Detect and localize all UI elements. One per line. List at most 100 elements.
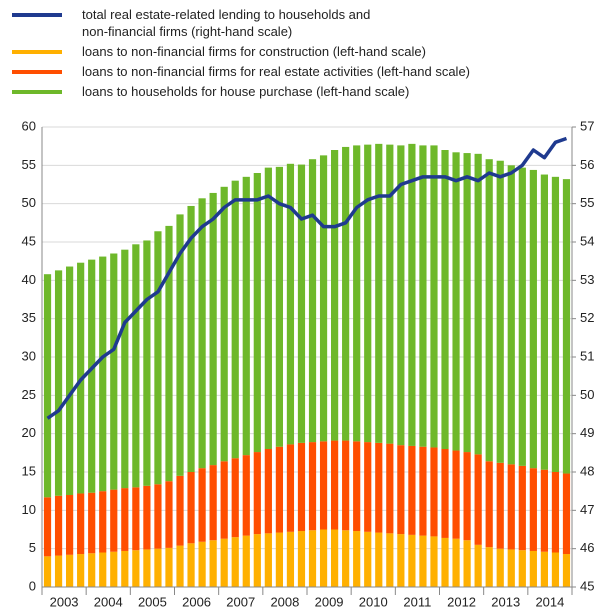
bar-segment	[463, 153, 471, 453]
bar-segment	[551, 552, 560, 587]
bar-segment	[419, 535, 427, 587]
bar-segment	[187, 472, 195, 544]
bar-segment	[397, 534, 405, 587]
bar-segment	[397, 145, 405, 446]
bar-segment	[331, 150, 339, 441]
y-tick-label: 10	[22, 502, 36, 517]
bar-segment	[286, 444, 295, 532]
x-tick-label: 2005	[138, 594, 167, 609]
bar-segment	[242, 176, 250, 456]
bar-segment	[408, 143, 416, 446]
bar-segment	[286, 531, 295, 587]
bar-segment	[452, 450, 460, 539]
bar-segment	[253, 452, 261, 535]
legend-swatch	[12, 50, 62, 54]
bar-segment	[132, 550, 140, 587]
bar-segment	[165, 225, 173, 482]
bar-segment	[308, 530, 317, 587]
bar-segment	[198, 541, 206, 587]
bar-segment	[496, 462, 504, 549]
bar-segment	[485, 461, 493, 548]
bar-segment	[143, 485, 151, 550]
bar-segment	[43, 274, 52, 498]
bar-segment	[220, 538, 228, 587]
bar-segment	[408, 445, 416, 535]
bar-segment	[485, 547, 493, 587]
bar-segment	[364, 442, 372, 532]
bar-segment	[209, 540, 217, 587]
y-tick-label: 50	[22, 195, 36, 210]
bar-segment	[474, 454, 482, 545]
bar-segment	[319, 529, 328, 587]
legend-label: loans to non-financial firms for real es…	[82, 64, 471, 79]
bar-segment	[452, 152, 460, 451]
bar-segment	[496, 548, 504, 587]
bar-segment	[110, 551, 118, 587]
bar-segment	[364, 531, 372, 587]
legend: total real estate-related lending to hou…	[12, 6, 470, 103]
bar-segment	[430, 145, 438, 448]
bar-segment	[474, 544, 482, 587]
bar-segment	[308, 159, 317, 443]
bar-segment	[176, 475, 184, 546]
bar-segment	[209, 192, 217, 466]
bar-segment	[242, 535, 250, 587]
bar-segment	[253, 534, 261, 587]
bar-segment	[342, 146, 350, 441]
bar-segment	[507, 549, 515, 587]
bar-segment	[220, 186, 228, 462]
bar-segment	[110, 253, 118, 490]
y-tick-label: 20	[22, 425, 36, 440]
bar-segment	[551, 472, 560, 553]
legend-item: total real estate-related lending to hou…	[12, 6, 470, 40]
bar-segment	[99, 491, 107, 553]
bar-segment	[77, 554, 85, 587]
bar-segment	[198, 198, 206, 469]
bar-segment	[88, 553, 96, 587]
bar-segment	[54, 270, 63, 496]
bar-segment	[165, 481, 173, 548]
bar-segment	[441, 449, 449, 538]
legend-item: loans to non-financial firms for real es…	[12, 63, 470, 80]
bar-segment	[154, 548, 162, 587]
bar-segment	[529, 169, 537, 469]
bar-segment	[463, 452, 471, 541]
bar-segment	[220, 461, 228, 539]
bar-segment	[231, 180, 239, 459]
bar-segment	[353, 531, 361, 587]
bar-segment	[88, 492, 96, 554]
bar-segment	[507, 165, 515, 465]
legend-item: loans to households for house purchase (…	[12, 83, 470, 100]
x-tick-label: 2014	[535, 594, 564, 609]
bar-segment	[375, 143, 383, 443]
bar-segment	[562, 473, 571, 555]
x-tick-label: 2003	[50, 594, 79, 609]
bar-segment	[507, 464, 515, 550]
bar-segment	[562, 554, 571, 587]
y2-tick-label: 53	[580, 272, 594, 287]
bar-segment	[430, 536, 438, 587]
bar-segment	[319, 155, 328, 442]
x-tick-label: 2013	[491, 594, 520, 609]
x-tick-label: 2012	[447, 594, 476, 609]
bar-segment	[121, 488, 129, 551]
bar-segment	[386, 443, 394, 534]
y2-tick-label: 47	[580, 502, 594, 517]
y-tick-label: 40	[22, 272, 36, 287]
x-tick-label: 2011	[403, 594, 431, 609]
y2-tick-label: 48	[580, 463, 594, 478]
bar-segment	[154, 231, 162, 485]
y2-tick-label: 46	[580, 540, 594, 555]
bar-segment	[397, 445, 405, 535]
x-tick-label: 2007	[226, 594, 255, 609]
bar-segment	[286, 163, 295, 445]
bar-segment	[54, 495, 63, 556]
y-tick-label: 0	[29, 578, 36, 593]
x-tick-label: 2004	[94, 594, 123, 609]
bar-segment	[518, 465, 526, 551]
bar-segment	[529, 468, 537, 551]
bar-segment	[77, 493, 85, 555]
bar-segment	[176, 214, 184, 476]
bar-segment	[529, 550, 537, 587]
